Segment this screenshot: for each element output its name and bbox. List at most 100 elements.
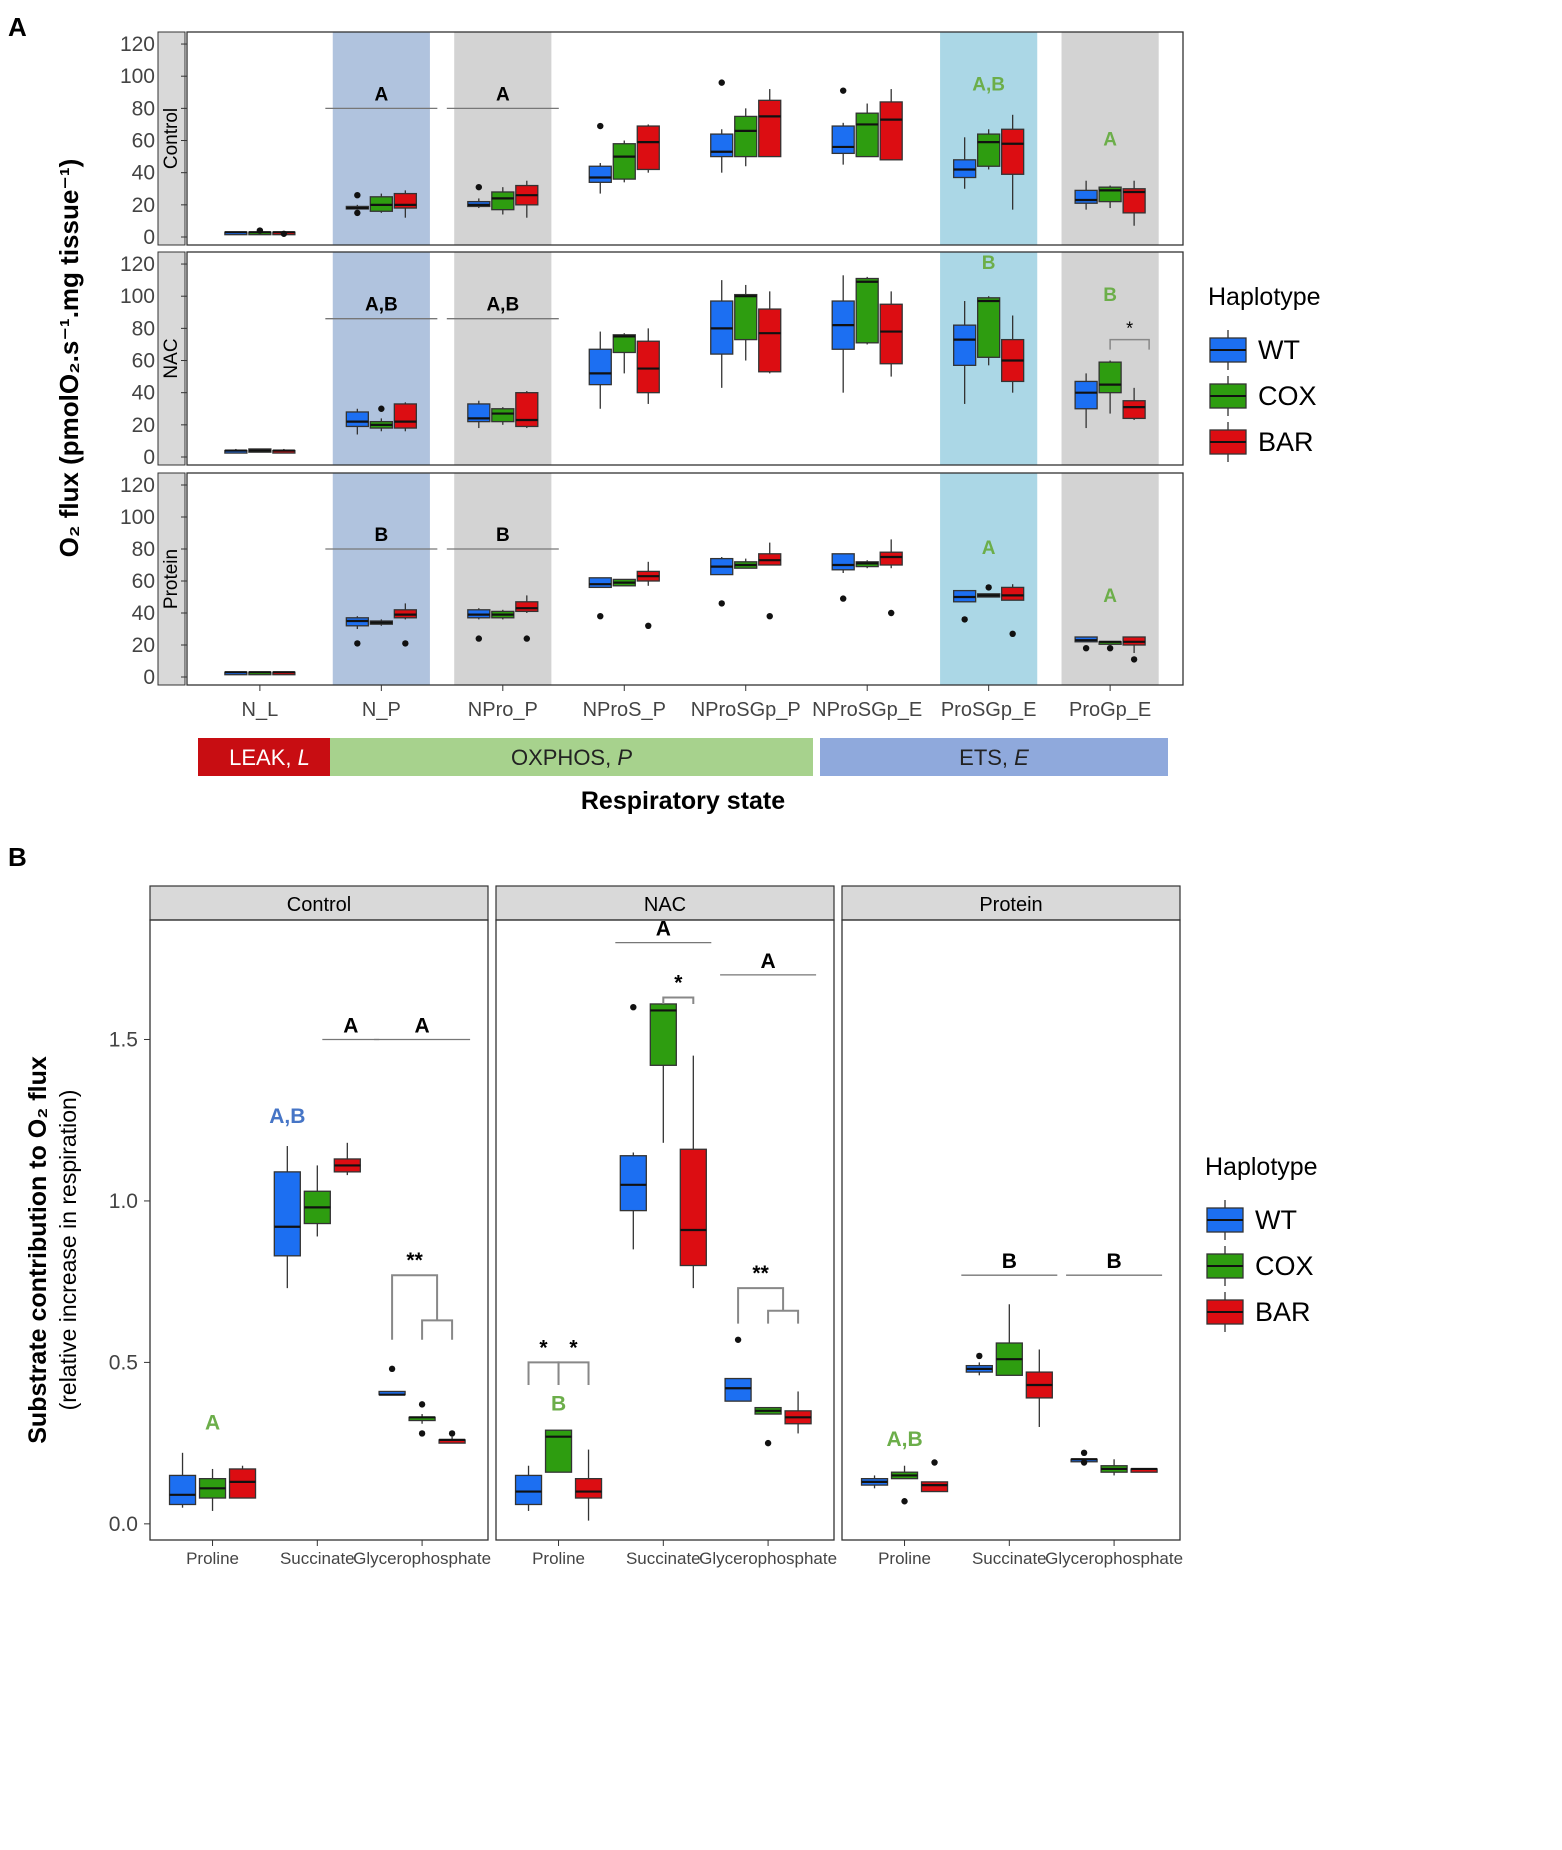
- box-bar: [1122, 636, 1146, 663]
- box-wt: [273, 1146, 301, 1289]
- box-iqr: [588, 165, 612, 183]
- facet-frame: [149, 919, 489, 1541]
- y-tick-label: 1.0: [109, 1190, 138, 1213]
- y-tick-label: 100: [120, 285, 155, 308]
- box-cox: [248, 448, 272, 453]
- box-wt: [467, 608, 491, 642]
- facet-strip-label: Protein: [161, 549, 182, 609]
- x-tick-label: N_L: [242, 699, 279, 721]
- facet-protein: Protein 0 20 40 60 80 100 120 B B A A: [120, 472, 1184, 689]
- y-tick-label: 0: [143, 666, 155, 689]
- state-bar-0: [198, 738, 341, 776]
- outlier-point: [839, 595, 847, 602]
- box-bar: [393, 402, 417, 432]
- outlier-point: [985, 584, 992, 591]
- box-iqr: [515, 601, 539, 613]
- box-bar: [272, 230, 296, 237]
- y-tick-label: 0.5: [109, 1351, 138, 1374]
- facet-strip: [157, 251, 186, 466]
- box-wt: [1070, 1449, 1098, 1466]
- panel-a-xlabel: Respiratory state: [581, 787, 785, 815]
- box-iqr: [393, 403, 417, 429]
- box-bar: [758, 542, 782, 620]
- box-bar: [1001, 315, 1025, 393]
- box-bar: [272, 448, 296, 454]
- box-wt: [588, 331, 612, 409]
- box-iqr: [879, 303, 903, 365]
- box-iqr: [612, 143, 636, 180]
- box-wt: [860, 1475, 889, 1489]
- panel-b-letter: B: [8, 842, 27, 872]
- facet-strip-label: NAC: [644, 894, 686, 916]
- facet-strip-label: Control: [287, 894, 351, 916]
- outlier-point: [354, 209, 361, 217]
- y-tick-label: 80: [132, 317, 155, 340]
- y-tick-label: 80: [132, 97, 155, 120]
- outlier-point: [280, 230, 288, 237]
- significance-label: A: [1103, 129, 1117, 150]
- box-iqr: [734, 115, 758, 158]
- outlier-point: [887, 609, 895, 617]
- box-cox: [855, 560, 879, 569]
- box-bar: [515, 595, 539, 642]
- y-tick-label: 80: [132, 538, 155, 561]
- box-cox: [649, 997, 677, 1143]
- box-iqr: [855, 112, 879, 158]
- box-wt: [345, 408, 369, 435]
- panel-b-legend-label-bar: BAR: [1255, 1297, 1311, 1327]
- box-cox: [1098, 360, 1122, 414]
- box-cox: [491, 187, 515, 215]
- box-wt: [619, 1003, 647, 1250]
- box-bar: [784, 1391, 812, 1434]
- facet-b-control: Control 0.0 0.5 1.0 1.5 Proline SuccinateGlyce…: [109, 885, 491, 1568]
- bracket-star: *: [569, 1336, 578, 1359]
- facet-strip-label: NAC: [161, 338, 182, 378]
- outlier-point: [1106, 645, 1114, 652]
- outlier-point: [1082, 645, 1090, 652]
- box-wt: [831, 87, 855, 165]
- significance-label: A: [656, 918, 671, 941]
- y-tick-label: 20: [132, 634, 155, 657]
- significance-label: A: [1103, 586, 1117, 607]
- significance-label: A,B: [886, 1428, 922, 1451]
- panel-a-legend-label-wt: WT: [1258, 335, 1300, 365]
- panel-a: A Control 0 20 40 60 80 100 120 A A A,B A NAC 0 20 40 60 8…: [8, 12, 1321, 815]
- box-iqr: [491, 191, 515, 211]
- box-cox: [369, 619, 393, 626]
- box-bar: [574, 1449, 603, 1521]
- box-cox: [855, 103, 879, 158]
- facet-control: Control 0 20 40 60 80 100 120 A A A,B A: [120, 31, 1184, 249]
- panel-a-legend-key-cox: [1209, 376, 1247, 416]
- significance-label: A: [374, 84, 388, 105]
- outlier-point: [766, 613, 773, 620]
- panel-a-legend-key-bar: [1209, 422, 1247, 462]
- box-bar: [879, 291, 903, 377]
- x-tick-label: NProSGp_E: [812, 699, 922, 721]
- box-bar: [879, 539, 903, 617]
- box-cox: [248, 671, 272, 676]
- x-tick-label: N_P: [362, 699, 401, 721]
- state-bar-label: ETS, E: [959, 745, 1029, 770]
- outlier-point: [354, 191, 361, 199]
- box-iqr: [1098, 361, 1122, 394]
- outlier-point: [418, 1401, 426, 1408]
- y-tick-label: 40: [132, 602, 155, 625]
- box-wt: [710, 79, 734, 173]
- facet-frame: [841, 919, 1181, 1541]
- panel-a-legend-key-wt: [1209, 330, 1247, 370]
- outlier-point: [378, 405, 385, 412]
- x-tick-label: ProGp_E: [1069, 699, 1151, 721]
- facet-strip: [157, 472, 186, 686]
- y-tick-label: 60: [132, 130, 155, 153]
- box-wt: [831, 275, 855, 393]
- box-cox: [734, 558, 758, 569]
- outlier-point: [448, 1430, 456, 1437]
- box-iqr: [831, 125, 855, 155]
- facet-strip-label: Protein: [979, 894, 1042, 916]
- y-tick-label: 60: [132, 350, 155, 373]
- panel-a-legend-label-bar: BAR: [1258, 427, 1314, 457]
- box-iqr: [467, 403, 491, 423]
- box-iqr: [1074, 189, 1098, 204]
- outlier-point: [1080, 1449, 1088, 1457]
